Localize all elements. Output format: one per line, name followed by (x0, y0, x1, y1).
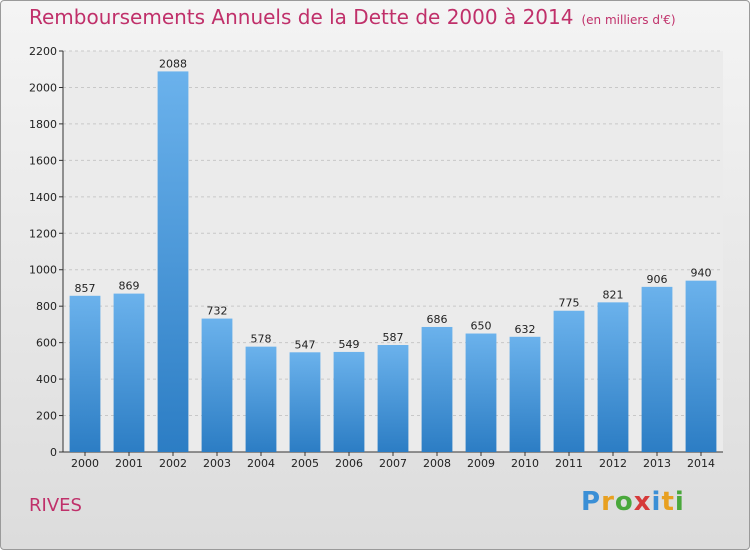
x-tick-label: 2010 (511, 457, 539, 470)
data-label: 940 (691, 267, 712, 280)
data-label: 821 (603, 288, 624, 301)
y-tick-label: 1800 (29, 118, 57, 131)
data-label: 906 (647, 273, 668, 286)
data-label: 549 (339, 338, 360, 351)
bar (113, 293, 145, 452)
x-tick-label: 2006 (335, 457, 363, 470)
data-label: 632 (515, 323, 536, 336)
x-tick-label: 2012 (599, 457, 627, 470)
bar (685, 280, 717, 452)
data-label: 650 (471, 320, 492, 333)
y-tick-label: 800 (36, 300, 57, 313)
y-tick-label: 1200 (29, 227, 57, 240)
bar (641, 286, 673, 452)
bar (421, 326, 453, 452)
logo-letter: r (601, 487, 615, 517)
data-label: 2088 (159, 57, 187, 70)
x-tick-label: 2008 (423, 457, 451, 470)
bar (333, 351, 365, 452)
bar (553, 310, 585, 452)
bar (377, 345, 409, 452)
data-label: 869 (119, 280, 140, 293)
x-tick-label: 2003 (203, 457, 231, 470)
y-tick-label: 200 (36, 410, 57, 423)
chart-subtitle: (en milliers d'€) (581, 13, 676, 27)
data-label: 578 (251, 333, 272, 346)
data-label: 732 (207, 305, 228, 318)
y-tick-label: 0 (50, 446, 57, 459)
logo-letter: o (614, 487, 634, 517)
logo-letter: t (661, 487, 675, 517)
bar (201, 318, 233, 452)
data-label: 857 (75, 282, 96, 295)
logo-letter: i (651, 487, 662, 517)
bar (597, 302, 629, 452)
y-tick-label: 2000 (29, 81, 57, 94)
data-label: 686 (427, 313, 448, 326)
x-tick-label: 2014 (687, 457, 715, 470)
bar (69, 295, 101, 452)
y-tick-label: 1600 (29, 154, 57, 167)
bar (509, 336, 541, 452)
y-tick-label: 400 (36, 373, 57, 386)
y-tick-label: 2200 (29, 45, 57, 58)
data-label: 587 (383, 331, 404, 344)
x-tick-label: 2007 (379, 457, 407, 470)
x-tick-label: 2001 (115, 457, 143, 470)
x-tick-label: 2011 (555, 457, 583, 470)
chart-title: Remboursements Annuels de la Dette de 20… (29, 5, 676, 29)
y-tick-label: 1000 (29, 264, 57, 277)
bar (465, 333, 497, 452)
y-tick-label: 600 (36, 337, 57, 350)
bar (157, 71, 189, 452)
y-tick-label: 1400 (29, 191, 57, 204)
logo-letter: P (581, 487, 602, 517)
x-tick-label: 2005 (291, 457, 319, 470)
x-tick-label: 2004 (247, 457, 275, 470)
x-tick-label: 2000 (71, 457, 99, 470)
bar (245, 346, 277, 452)
data-label: 547 (295, 338, 316, 351)
bar (289, 352, 321, 452)
logo-letter: i (674, 487, 685, 517)
x-tick-label: 2013 (643, 457, 671, 470)
chart-title-text: Remboursements Annuels de la Dette de 20… (29, 5, 574, 29)
x-tick-label: 2009 (467, 457, 495, 470)
logo-letter: x (633, 487, 652, 517)
place-name: RIVES (29, 495, 82, 516)
proxiti-logo: Proxiti (581, 487, 685, 517)
data-label: 775 (559, 297, 580, 310)
x-tick-label: 2002 (159, 457, 187, 470)
